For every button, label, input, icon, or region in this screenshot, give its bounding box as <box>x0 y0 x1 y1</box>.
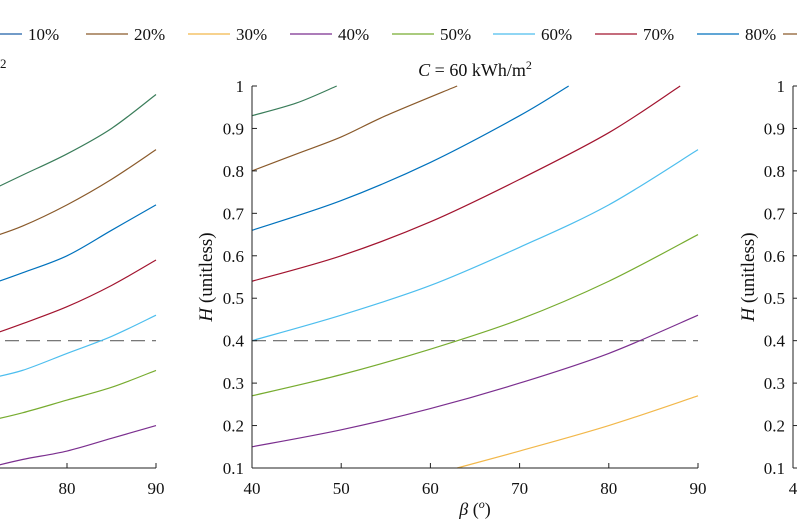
legend-label-20pct: 20% <box>134 25 165 44</box>
left-xtick-label-90: 90 <box>148 479 165 498</box>
center-series-90pct <box>251 85 458 172</box>
center-ytick-label-0.1: 0.1 <box>223 459 244 478</box>
right-ytick-label-0.7: 0.7 <box>764 204 786 223</box>
left-series-50pct <box>0 369 157 419</box>
center-series-60pct <box>251 149 699 342</box>
legend-label-70pct: 70% <box>643 25 674 44</box>
center-ytick-label-0.4: 0.4 <box>223 332 245 351</box>
legend: 10%20%30%40%50%60%70%80%90% <box>0 25 797 44</box>
center-series-50pct <box>251 234 699 397</box>
chart-right-panel: 0.1 0.2 0.3 0.4 0.5 0.6 0.7 0.8 0.9 1 4 H (unitle… <box>738 77 797 498</box>
center-series-30pct <box>457 395 699 469</box>
left-series-80pct <box>0 204 157 282</box>
center-ytick-label-0.6: 0.6 <box>223 247 244 266</box>
right-ytick-label-0.8: 0.8 <box>764 162 785 181</box>
left-series-100pct <box>0 94 157 187</box>
left-series-90pct <box>0 149 157 236</box>
left-xtick-label-80: 80 <box>59 479 76 498</box>
legend-label-10pct: 10% <box>28 25 59 44</box>
center-xtick-label-60: 60 <box>422 479 439 498</box>
center-ytick-label-0.3: 0.3 <box>223 374 244 393</box>
center-series-100pct <box>251 85 337 117</box>
center-xtick-label-40: 40 <box>244 479 261 498</box>
center-ytick-label-0.9: 0.9 <box>223 119 244 138</box>
right-y-axis-label: H (unitless) <box>738 232 759 322</box>
center-ytick-label-0.8: 0.8 <box>223 162 244 181</box>
chart-title: C = 60 kWh/m2 <box>418 58 532 80</box>
chart-center-panel: C = 60 kWh/m2 0.1 0.2 0.3 0.4 0.5 0.6 0.7 0.8 0.… <box>196 58 707 520</box>
right-ytick-label-0.1: 0.1 <box>764 459 785 478</box>
legend-label-40pct: 40% <box>338 25 369 44</box>
legend-label-80pct: 80% <box>745 25 776 44</box>
right-ytick-label-0.4: 0.4 <box>764 332 786 351</box>
legend-label-30pct: 30% <box>236 25 267 44</box>
center-ytick-label-1: 1 <box>236 77 245 96</box>
center-xtick-label-80: 80 <box>600 479 617 498</box>
left-series-40pct <box>0 424 157 466</box>
right-ytick-label-0.5: 0.5 <box>764 289 785 308</box>
right-ytick-label-0.6: 0.6 <box>764 247 785 266</box>
right-ytick-label-0.2: 0.2 <box>764 417 785 436</box>
left-series-60pct <box>0 314 157 377</box>
left-title-fragment: 2 <box>0 56 7 71</box>
legend-label-50pct: 50% <box>440 25 471 44</box>
right-ytick-label-1: 1 <box>777 77 786 96</box>
center-xtick-label-90: 90 <box>690 479 707 498</box>
center-xtick-label-70: 70 <box>511 479 528 498</box>
right-ytick-label-0.3: 0.3 <box>764 374 785 393</box>
center-series-40pct <box>251 314 699 448</box>
center-ytick-label-0.7: 0.7 <box>223 204 245 223</box>
center-ytick-label-0.5: 0.5 <box>223 289 244 308</box>
right-xtick-label-4: 4 <box>789 479 797 498</box>
center-y-axis-label: H (unitless) <box>196 232 217 322</box>
center-series-80pct <box>251 85 569 231</box>
center-x-axis-label: β (o) <box>458 497 490 520</box>
left-series-70pct <box>0 259 157 333</box>
legend-label-60pct: 60% <box>541 25 572 44</box>
center-series-70pct <box>251 85 681 282</box>
right-ytick-label-0.9: 0.9 <box>764 119 785 138</box>
center-ytick-label-0.2: 0.2 <box>223 417 244 436</box>
chart-left-panel: 80 90 2 <box>0 56 165 498</box>
center-xtick-label-50: 50 <box>333 479 350 498</box>
